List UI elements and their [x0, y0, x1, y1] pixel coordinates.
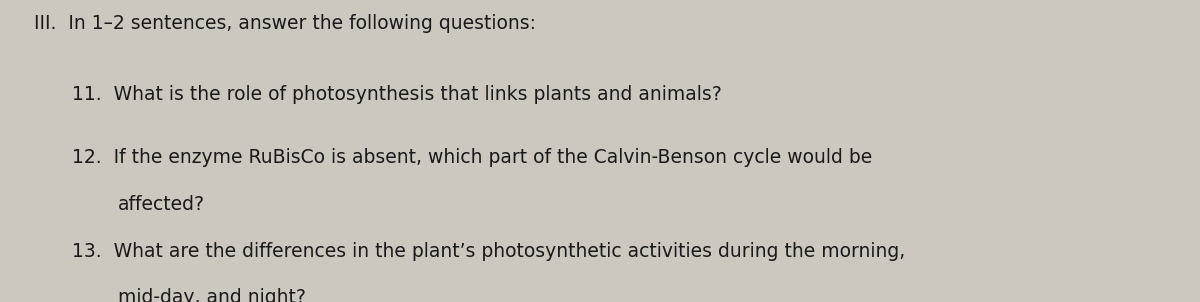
Text: 13.  What are the differences in the plant’s photosynthetic activities during th: 13. What are the differences in the plan…	[72, 242, 905, 261]
Text: affected?: affected?	[118, 195, 205, 214]
Text: 11.  What is the role of photosynthesis that links plants and animals?: 11. What is the role of photosynthesis t…	[72, 85, 721, 104]
Text: III.  In 1–2 sentences, answer the following questions:: III. In 1–2 sentences, answer the follow…	[34, 14, 535, 33]
Text: 12.  If the enzyme RuBisCo is absent, which part of the Calvin-Benson cycle woul: 12. If the enzyme RuBisCo is absent, whi…	[72, 148, 872, 167]
Text: mid-day, and night?: mid-day, and night?	[118, 288, 306, 302]
